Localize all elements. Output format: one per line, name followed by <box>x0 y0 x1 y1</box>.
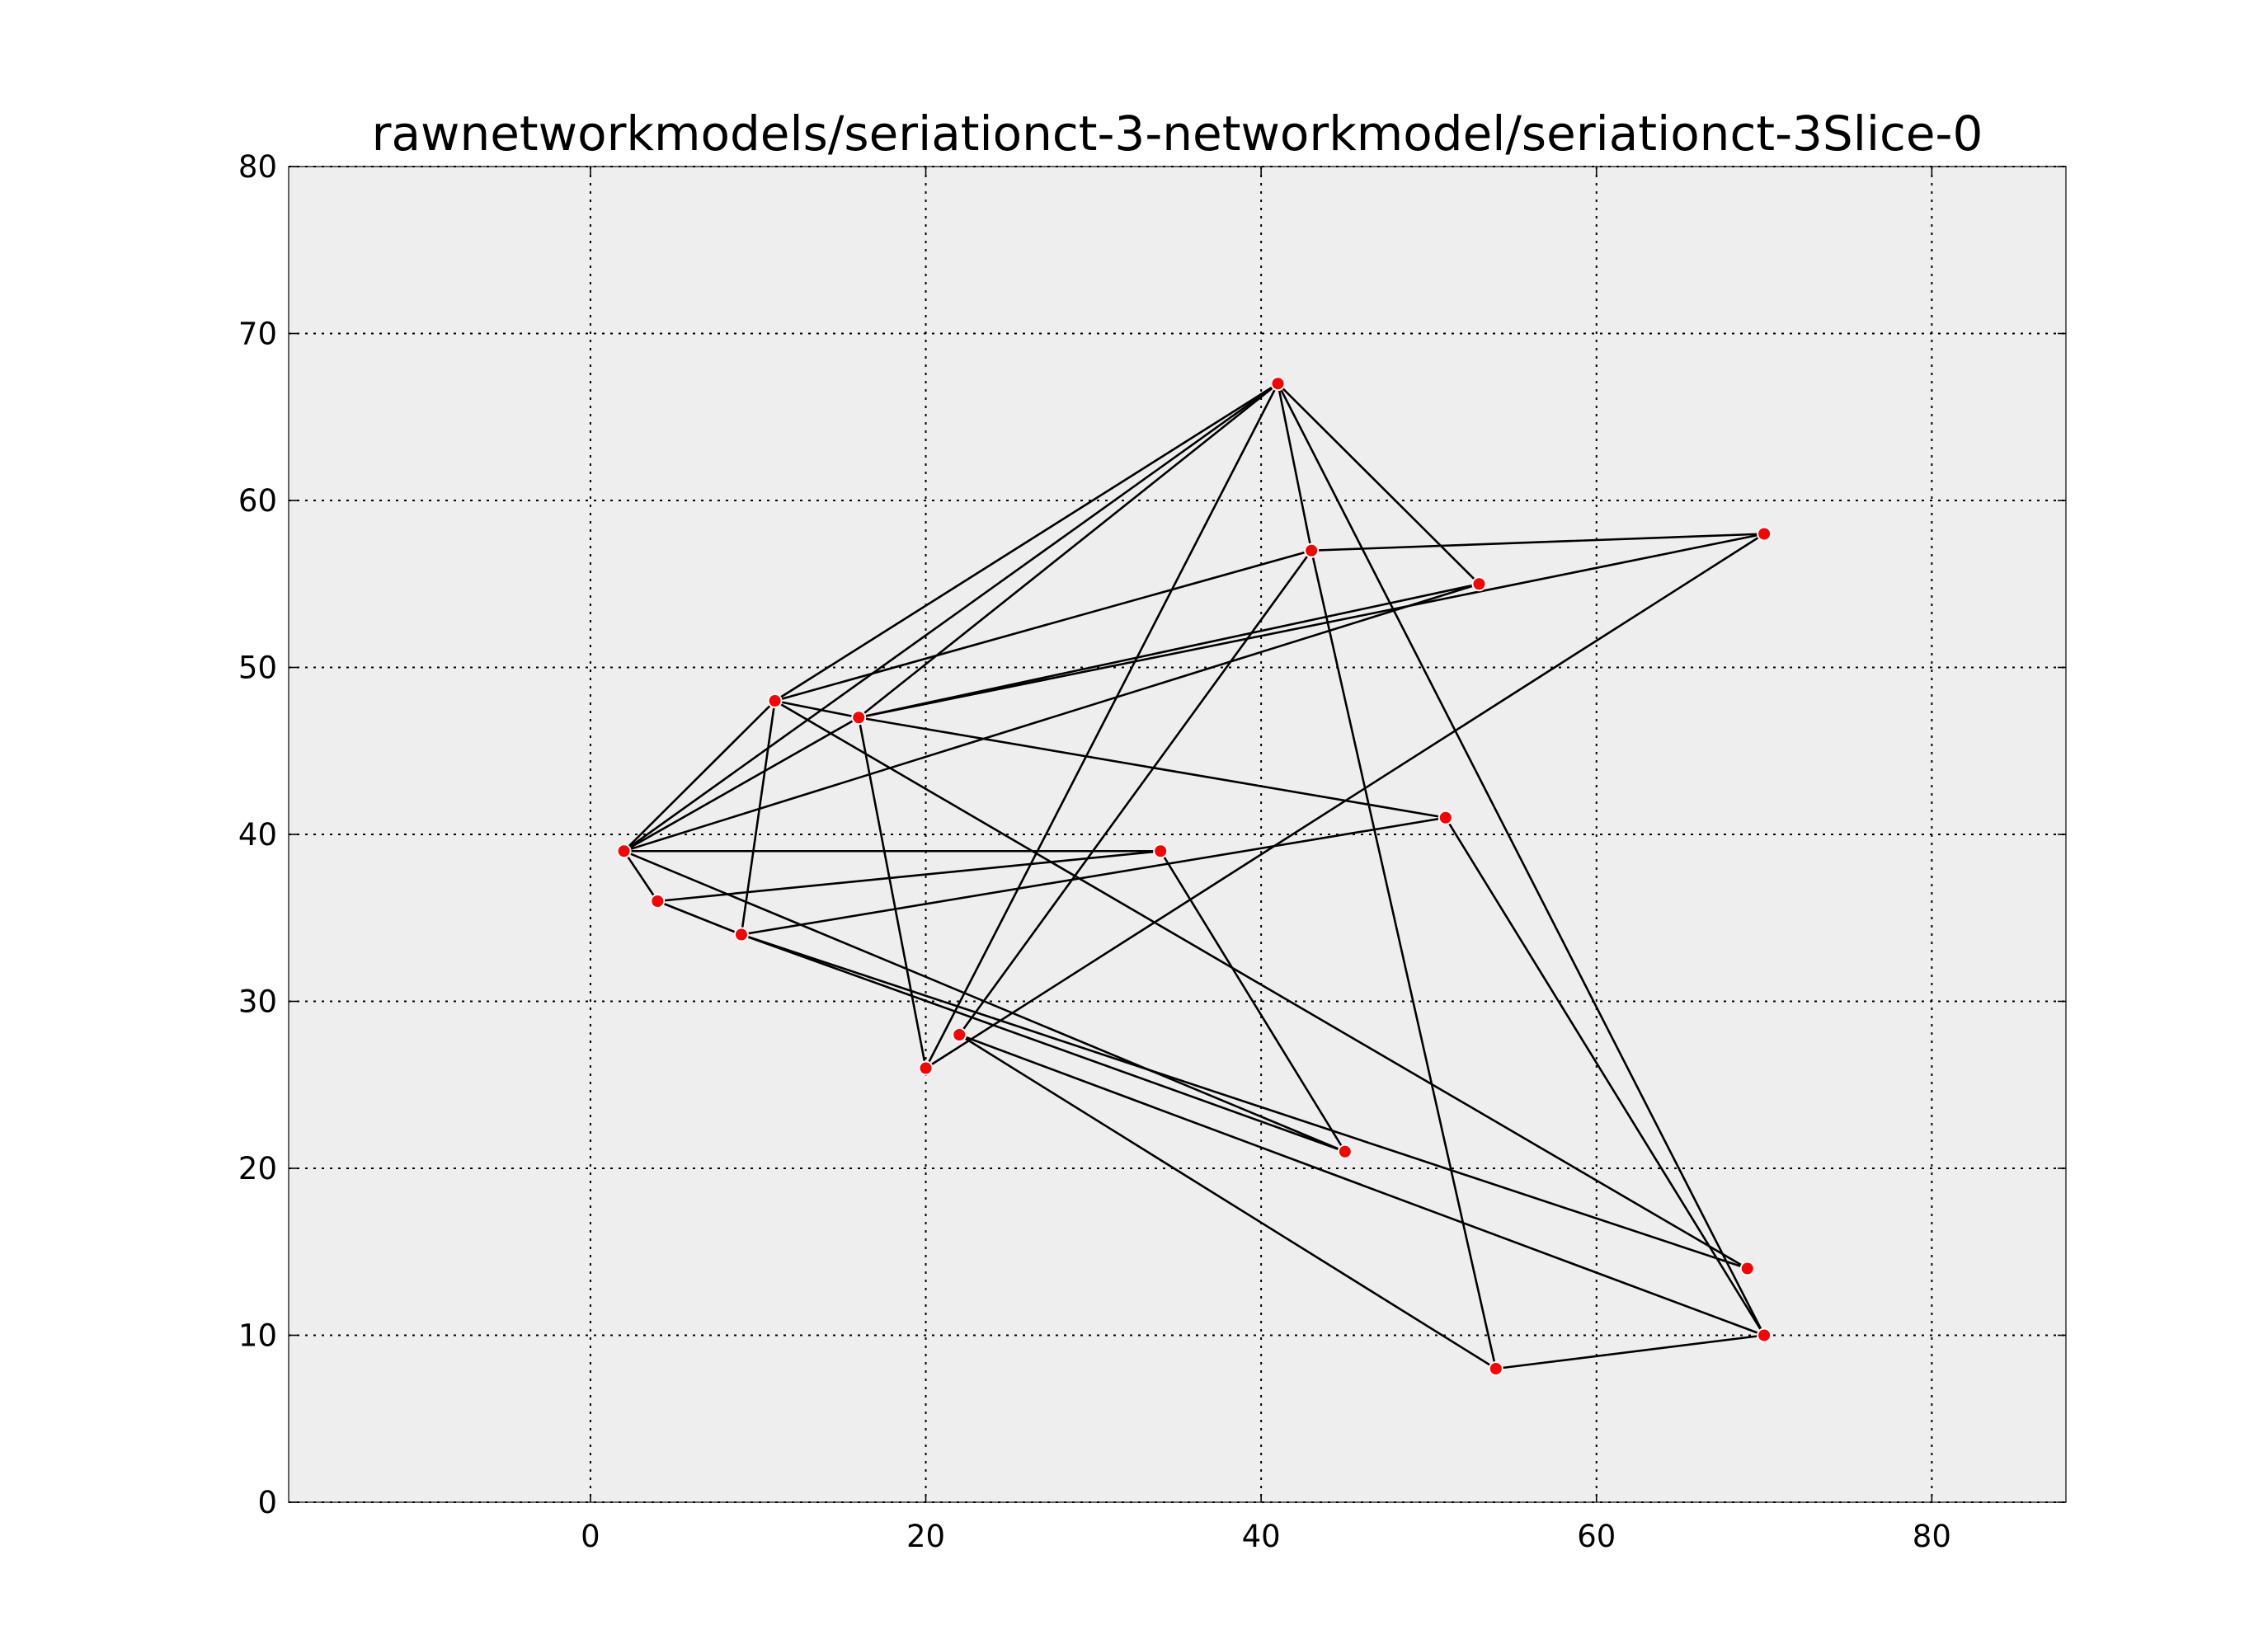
y-tick-label: 10 <box>238 1318 277 1354</box>
x-tick-label: 60 <box>1577 1519 1616 1554</box>
network-edge <box>858 582 1480 719</box>
network-edge <box>623 850 1346 1153</box>
network-edge <box>1277 383 1766 1337</box>
network-edge <box>774 383 1279 702</box>
y-tick-label: 40 <box>238 817 277 853</box>
y-tick-label: 50 <box>238 651 277 686</box>
network-node <box>952 1027 967 1042</box>
y-tick-label: 20 <box>238 1151 277 1186</box>
network-edge <box>656 900 742 936</box>
network-edge <box>858 533 1765 719</box>
network-edge <box>958 1033 1497 1370</box>
x-tick-label: 80 <box>1913 1519 1951 1554</box>
network-edge <box>741 933 1748 1270</box>
network-edge <box>774 699 1748 1270</box>
network-edge <box>657 849 1161 903</box>
network-node <box>1757 526 1772 542</box>
network-node <box>1437 810 1453 825</box>
x-tick-label: 20 <box>906 1519 945 1554</box>
network-edge <box>623 700 776 853</box>
grid <box>289 166 2066 1503</box>
nodes <box>616 376 1772 1376</box>
y-tick-label: 80 <box>238 149 277 185</box>
chart-title: rawnetworkmodels/seriationct-3-networkmo… <box>372 106 1983 162</box>
network-edge <box>1277 383 1313 552</box>
network-edge <box>623 383 1279 853</box>
network-edge <box>858 383 1279 719</box>
axis-ticks: 0 20 40 60 80 0 10 20 30 40 50 60 70 80 <box>238 149 2066 1554</box>
network-node <box>1270 376 1286 392</box>
network-node <box>650 894 666 909</box>
y-tick-label: 0 <box>257 1485 277 1520</box>
network-edge <box>1310 550 1498 1369</box>
network-edge <box>1444 817 1766 1337</box>
network-edge <box>774 699 859 719</box>
network-edge <box>958 1033 1765 1337</box>
y-tick-label: 60 <box>238 483 277 519</box>
network-edge <box>623 716 859 853</box>
network-edge <box>741 816 1446 936</box>
network-node <box>1153 843 1169 859</box>
network-node <box>851 710 867 726</box>
network-node <box>733 927 749 942</box>
network-edge <box>623 850 659 902</box>
network-edge <box>623 583 1480 853</box>
network-node <box>1337 1144 1353 1159</box>
network-edge <box>1311 533 1765 552</box>
network-node <box>1304 543 1320 558</box>
network-edge <box>741 933 1346 1153</box>
network-node <box>616 843 632 859</box>
network-node <box>1757 1327 1772 1343</box>
network-edge <box>958 549 1313 1036</box>
x-tick-label: 40 <box>1242 1519 1281 1554</box>
network-node <box>918 1060 934 1076</box>
plot-area <box>289 167 2066 1502</box>
network-edge <box>1277 383 1480 585</box>
network-edge <box>774 549 1312 702</box>
network-edge <box>857 717 927 1069</box>
network-node <box>1739 1261 1755 1276</box>
network-edge <box>740 700 776 935</box>
network-edge <box>925 383 1279 1069</box>
network-node <box>1471 576 1487 592</box>
network-node <box>767 693 783 708</box>
y-tick-label: 70 <box>238 317 277 352</box>
network-edge <box>1495 1334 1765 1370</box>
edges <box>623 383 1766 1370</box>
y-tick-label: 30 <box>238 984 277 1020</box>
x-tick-label: 0 <box>581 1519 600 1554</box>
network-node <box>1488 1361 1503 1376</box>
network-edge <box>1160 850 1346 1153</box>
network-edge <box>859 716 1447 820</box>
